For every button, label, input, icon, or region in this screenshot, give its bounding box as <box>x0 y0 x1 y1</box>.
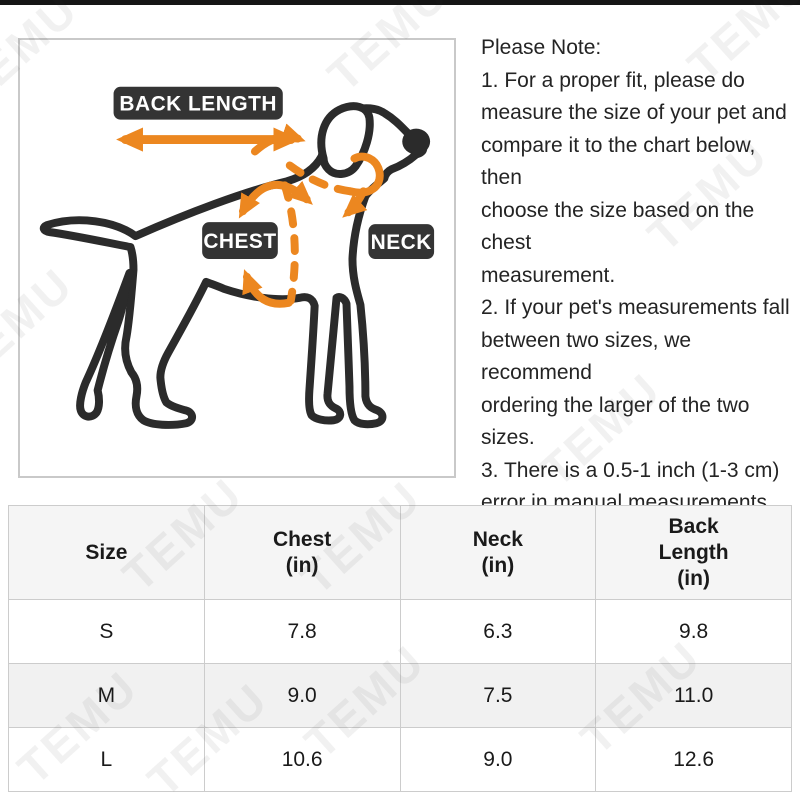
measurement-annotations <box>116 123 384 308</box>
header-chest: Chest (in) <box>203 505 401 600</box>
table-row-l: L 10.6 9.0 12.6 <box>8 727 792 792</box>
header-neck: Neck (in) <box>399 505 597 600</box>
cell-back-length-l: 12.6 <box>595 727 792 792</box>
note-line: ordering the larger of the two sizes. <box>481 393 750 450</box>
neck-dashed-line <box>285 161 355 196</box>
cell-back-length-s: 9.8 <box>595 599 792 664</box>
neck-label: NECK <box>371 231 432 254</box>
note-line: 2. If your pet's measurements fall <box>481 296 790 319</box>
size-chart-table: Size Chest (in) Neck (in) Back Length (i… <box>8 505 792 792</box>
cell-size-m: M <box>8 663 205 728</box>
chest-girth-arrow <box>242 269 293 308</box>
dog-measurement-diagram: BACK LENGTH CHEST NECK <box>18 38 456 478</box>
note-line: 3. There is a 0.5-1 inch (1-3 cm) <box>481 458 780 482</box>
back-length-label: BACK LENGTH <box>119 93 277 116</box>
table-row-m: M 9.0 7.5 11.0 <box>8 663 792 728</box>
cell-chest-l: 10.6 <box>203 727 401 792</box>
cell-neck-l: 9.0 <box>399 727 597 792</box>
cell-back-length-m: 11.0 <box>595 663 792 728</box>
note-line: Please Note: <box>481 36 602 59</box>
top-black-bar <box>0 0 800 5</box>
chest-label-box <box>202 222 278 259</box>
dog-diagram-svg: BACK LENGTH CHEST NECK <box>39 86 435 429</box>
dog-far-hind-leg <box>76 268 134 421</box>
dog-ear <box>317 102 374 178</box>
neck-label-box <box>368 224 435 259</box>
neck-loop-line <box>346 152 384 197</box>
cell-size-l: L <box>8 727 205 792</box>
cell-neck-m: 7.5 <box>399 663 597 728</box>
note-line: measurement. <box>481 263 616 287</box>
chest-label: CHEST <box>203 230 276 253</box>
withers-curved-arrow <box>238 180 313 219</box>
dog-outline-drawing <box>39 102 431 429</box>
note-line: choose the size based on the chest <box>481 198 755 255</box>
cell-size-s: S <box>8 599 205 664</box>
cell-chest-s: 7.8 <box>203 599 401 664</box>
back-length-label-box <box>113 86 283 120</box>
table-header-row: Size Chest (in) Neck (in) Back Length (i… <box>8 505 792 600</box>
note-line: compare it to the chart below, then <box>481 133 756 190</box>
cell-neck-s: 6.3 <box>399 599 597 664</box>
header-back-length: Back Length (in) <box>595 505 792 600</box>
diagram-labels: BACK LENGTH CHEST NECK <box>113 86 435 259</box>
table-row-s: S 7.8 6.3 9.8 <box>8 599 792 664</box>
note-line: measure the size of your pet and <box>481 101 787 124</box>
header-size: Size <box>8 505 205 600</box>
cell-chest-m: 9.0 <box>203 663 401 728</box>
note-line: 1. For a proper fit, please do <box>481 68 745 92</box>
dog-nose <box>402 128 431 155</box>
note-line: between two sizes, we recommend <box>481 328 692 385</box>
neck-curved-arrow <box>342 187 368 218</box>
nape-curved-arrow <box>250 123 306 156</box>
chest-girth-dashed-line <box>280 181 299 305</box>
